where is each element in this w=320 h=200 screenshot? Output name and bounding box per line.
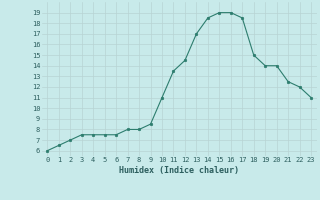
X-axis label: Humidex (Indice chaleur): Humidex (Indice chaleur) xyxy=(119,166,239,175)
